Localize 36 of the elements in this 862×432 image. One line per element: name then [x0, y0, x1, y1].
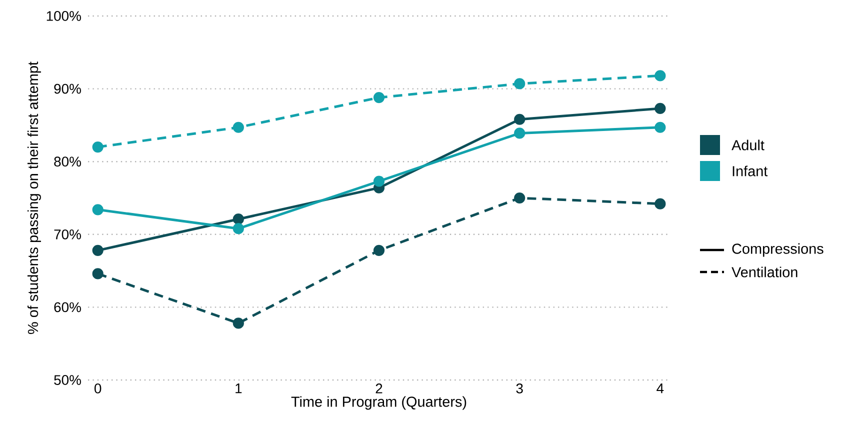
legend-label: Infant — [732, 166, 768, 176]
point — [92, 204, 104, 216]
point — [514, 78, 526, 90]
point — [654, 70, 666, 82]
legend-label: Adult — [732, 140, 764, 150]
x-tick-label: 4 — [656, 384, 664, 394]
y-tick-label: 50% — [54, 375, 81, 385]
point — [232, 223, 244, 234]
x-axis-title: Time in Program (Quarters) — [291, 396, 466, 410]
point — [232, 318, 244, 329]
point — [232, 214, 244, 225]
point — [373, 244, 385, 256]
y-tick-label: 90% — [54, 84, 81, 94]
point — [514, 192, 526, 204]
point — [654, 122, 666, 133]
y-axis-title: % of students passing on their first attempt — [28, 62, 41, 334]
text: Ventilation — [732, 266, 798, 278]
x-tick-label: 1 — [236, 384, 242, 394]
y-tick-label: 80% — [54, 156, 81, 167]
y-tick-label: 60% — [54, 302, 81, 312]
point — [514, 114, 526, 125]
x-tick-label: 0 — [94, 384, 102, 394]
point — [92, 141, 104, 153]
x-tick-label: 2 — [376, 384, 382, 394]
point — [654, 198, 666, 210]
y-tick-label: 70% — [54, 229, 81, 240]
point — [514, 128, 526, 139]
point — [654, 102, 666, 114]
x-tick-label: 3 — [516, 384, 523, 394]
point — [92, 268, 104, 280]
point — [373, 92, 385, 104]
point — [373, 176, 385, 187]
point — [92, 244, 104, 256]
point — [232, 122, 244, 133]
y-tick-label: 100% — [46, 11, 81, 21]
text: Compressions — [732, 243, 824, 257]
